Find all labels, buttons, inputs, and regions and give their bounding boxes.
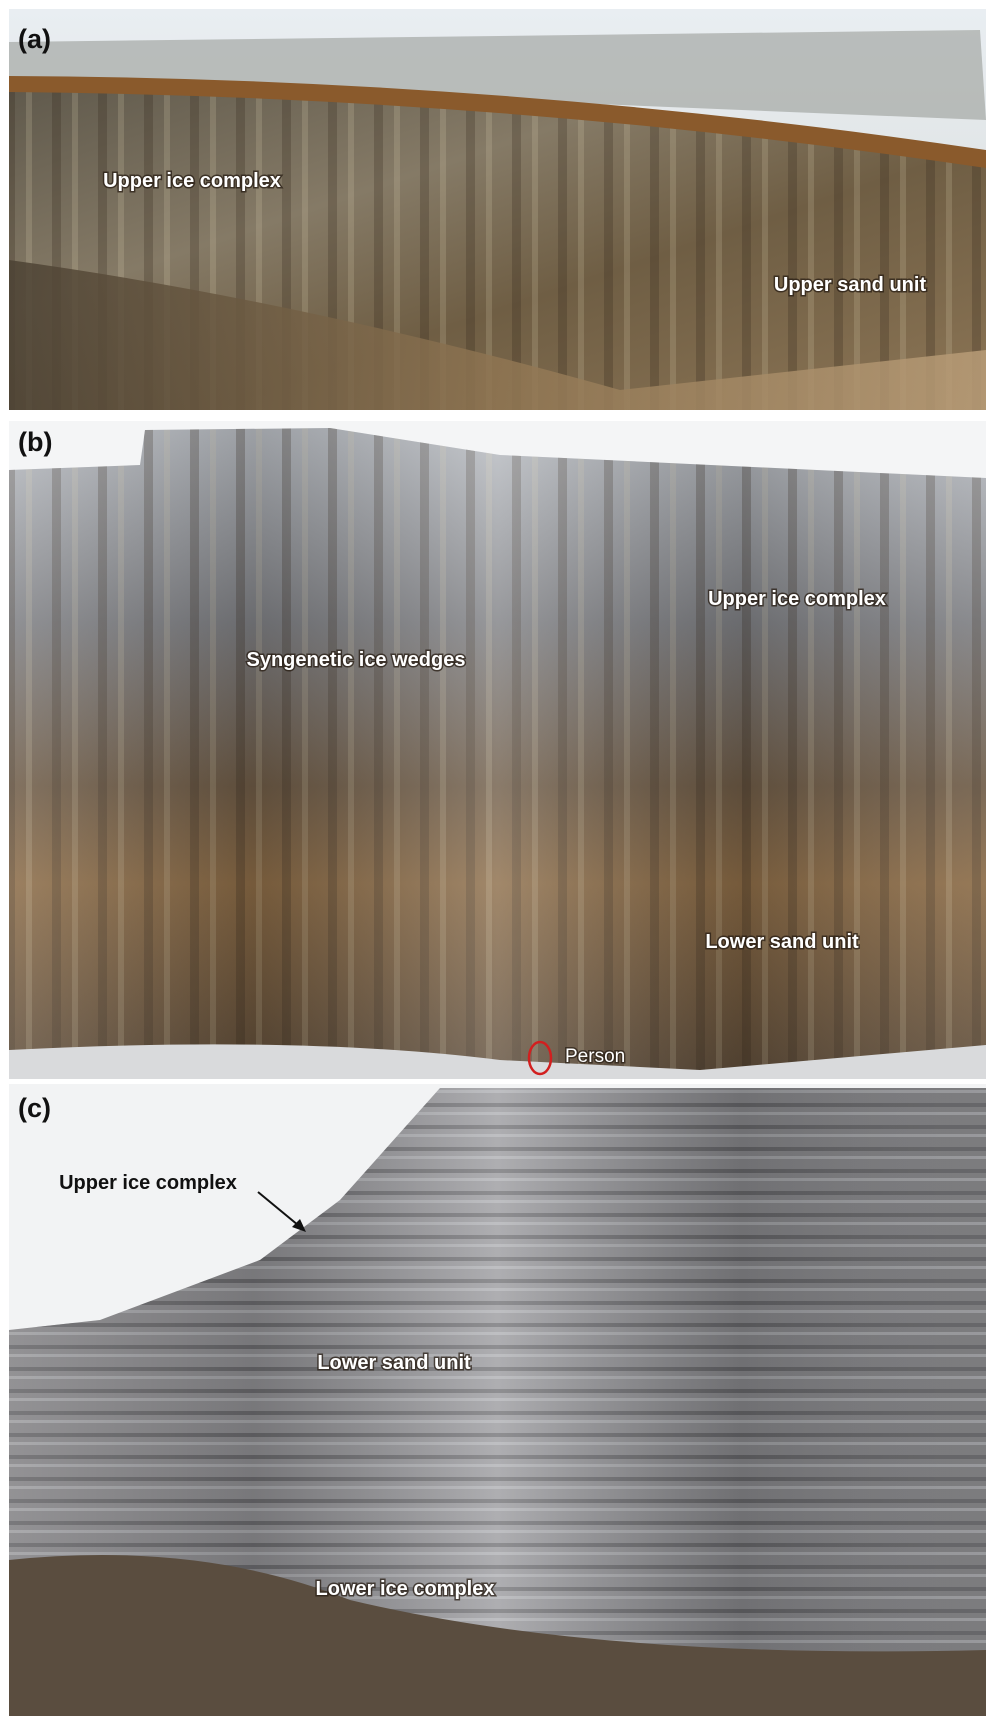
annotation: Lower sand unit: [705, 931, 859, 953]
panel-a: (a) Upper ice complex Upper sand unit: [9, 9, 986, 410]
person-marker: [527, 1040, 553, 1076]
photo-a-debris: [9, 260, 986, 410]
photo-a-topsoil: [9, 76, 986, 168]
annotation: Upper sand unit: [774, 274, 927, 296]
arrow-head: [292, 1219, 306, 1232]
photo-b-shading: [9, 428, 986, 1079]
photo-c-foreground: [9, 1555, 986, 1716]
panel-c: (c) Upper ice complex Lower sand unit Lo…: [9, 1084, 986, 1716]
annotation: Upper ice complex: [59, 1172, 237, 1194]
photo-a-forest: [9, 30, 986, 120]
annotation: Upper ice complex: [708, 588, 886, 610]
annotation: Person: [565, 1046, 625, 1067]
photo-c-shading: [9, 1088, 986, 1716]
photo-b-snow: [9, 1044, 986, 1079]
annotation: Lower sand unit: [317, 1352, 471, 1374]
annotation: Upper ice complex: [103, 170, 281, 192]
panel-b: (b) Syngenetic ice wedges Upper ice comp…: [9, 421, 986, 1079]
annotation: Lower ice complex: [316, 1578, 495, 1600]
panel-label: (b): [18, 427, 52, 457]
panel-label: (a): [18, 24, 51, 54]
annotation: Syngenetic ice wedges: [247, 649, 466, 671]
panel-label: (c): [18, 1093, 51, 1123]
